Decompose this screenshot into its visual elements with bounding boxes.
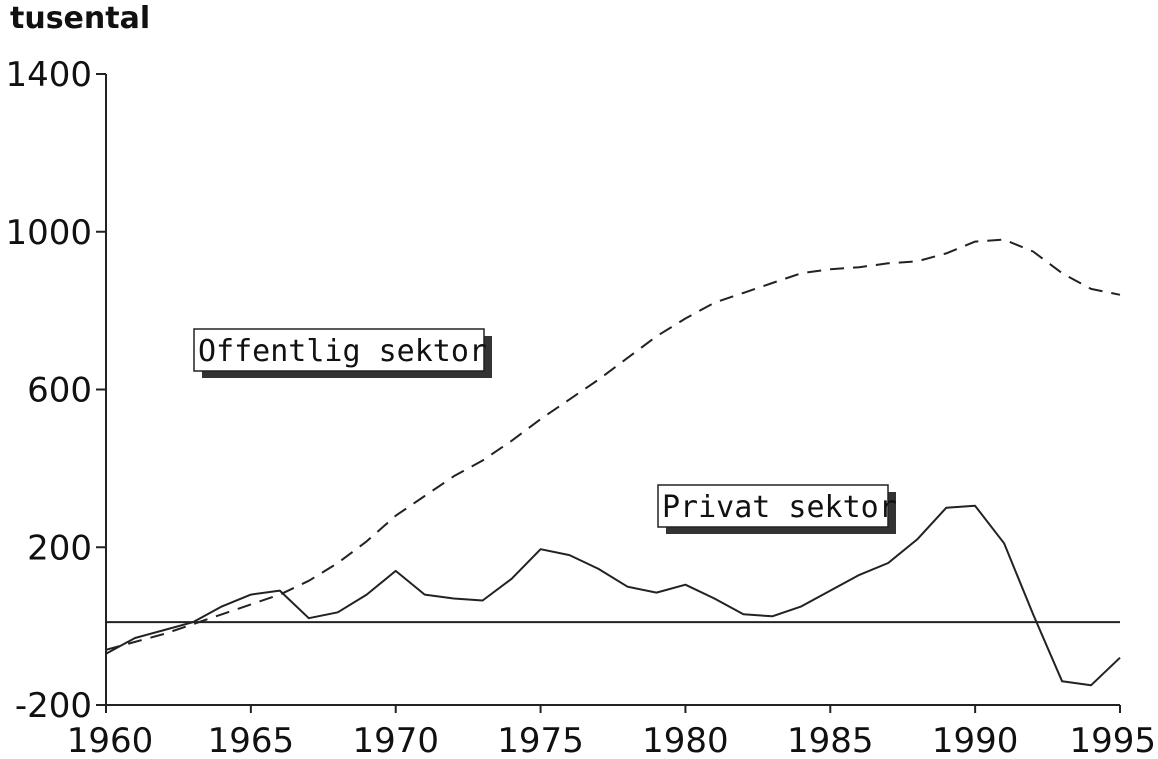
y-tick-label: 1000	[5, 213, 92, 253]
legend-label-privat: Privat sektor	[662, 490, 897, 525]
series-line-offentlig	[105, 238, 1121, 651]
x-tick-label: 1970	[352, 721, 439, 759]
legend-label-offentlig: Offentlig sektor	[198, 334, 487, 369]
y-axis-ticks: -200 200 600 1000 1400	[5, 55, 106, 726]
y-tick-label: 600	[27, 371, 92, 411]
y-unit-label: tusental	[10, 1, 150, 36]
x-tick-label: 1990	[932, 721, 1019, 759]
x-tick-label: 1980	[642, 721, 729, 759]
y-tick-label: 200	[27, 528, 92, 568]
series-layer	[105, 238, 1121, 687]
legend-privat: Privat sektor	[657, 484, 897, 534]
y-tick-label: -200	[15, 686, 92, 726]
x-tick-label: 1995	[1069, 721, 1156, 759]
x-axis-ticks: 1960 1965 1970 1975 1980 1985 1990 1995	[67, 705, 1156, 759]
x-tick-label: 1985	[787, 721, 874, 759]
legend-offentlig: Offentlig sektor	[193, 328, 492, 378]
y-tick-label: 1400	[5, 55, 92, 95]
x-tick-label: 1965	[208, 721, 295, 759]
series-line-privat	[105, 504, 1121, 687]
x-tick-label: 1975	[497, 721, 584, 759]
x-tick-label: 1960	[67, 721, 154, 759]
